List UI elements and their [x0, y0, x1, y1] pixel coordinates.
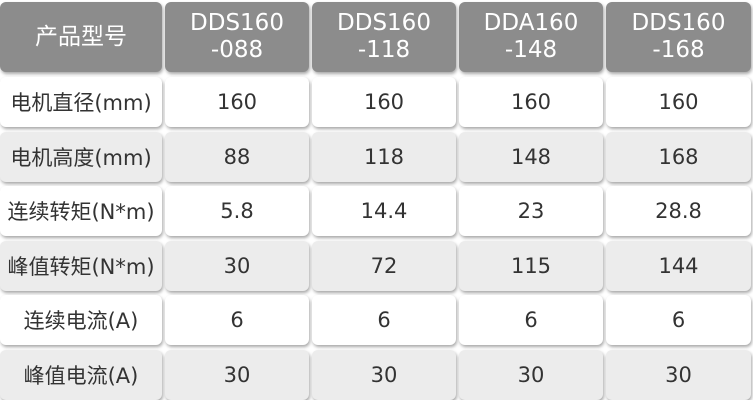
header-text: -088 [210, 37, 264, 63]
header-text: DDS160 [337, 10, 431, 36]
cell-value: 88 [223, 144, 251, 169]
header-text: 产品型号 [35, 23, 127, 50]
row-label-cell: 峰值转矩(N*m) [0, 240, 162, 291]
cell-value: 144 [658, 253, 699, 278]
cell-value: 5.8 [220, 199, 254, 223]
cell-value: 30 [665, 362, 692, 387]
value-cell: 168 [606, 131, 751, 182]
value-cell: 30 [312, 349, 456, 400]
value-cell: 28.8 [606, 186, 751, 236]
header-cell: DDS160 -088 [165, 2, 309, 72]
value-cell: 30 [459, 349, 603, 400]
header-text: DDA160 [483, 10, 579, 36]
cell-value: 30 [223, 362, 251, 387]
value-cell: 14.4 [312, 186, 456, 236]
header-cell: 产品型号 [0, 2, 162, 72]
row-label: 连续转矩(N*m) [7, 200, 155, 224]
value-cell: 23 [459, 186, 603, 236]
cell-value: 30 [517, 362, 545, 387]
cell-value: 6 [524, 308, 538, 332]
value-cell: 160 [312, 77, 456, 127]
row-label: 电机直径(mm) [10, 91, 152, 115]
header-text: DDS160 [190, 10, 284, 36]
header-cell: DDA160 -148 [459, 2, 603, 72]
value-cell: 30 [165, 240, 309, 291]
cell-value: 6 [671, 308, 686, 332]
row-label-cell: 峰值电流(A) [0, 349, 162, 400]
row-label: 峰值电流(A) [23, 363, 139, 388]
header-text: -148 [504, 37, 558, 63]
value-cell: 6 [165, 295, 309, 345]
value-cell: 30 [165, 349, 309, 400]
value-cell: 160 [459, 77, 603, 127]
cell-value: 168 [658, 144, 699, 169]
cell-value: 6 [230, 308, 244, 332]
cell-value: 160 [216, 90, 258, 114]
value-cell: 115 [459, 240, 603, 291]
row-label-cell: 电机高度(mm) [0, 131, 162, 182]
header-text: DDS160 [631, 10, 726, 36]
value-cell: 118 [312, 131, 456, 182]
header-cell: DDS160 -168 [606, 2, 751, 72]
row-label-cell: 连续转矩(N*m) [0, 186, 162, 236]
header-cell: DDS160 -118 [312, 2, 456, 72]
cell-value: 28.8 [655, 199, 702, 223]
cell-value: 30 [223, 253, 251, 278]
cell-value: 148 [510, 144, 552, 169]
value-cell: 6 [606, 295, 751, 345]
cell-value: 6 [377, 308, 391, 332]
cell-value: 160 [658, 90, 699, 114]
value-cell: 144 [606, 240, 751, 291]
row-label: 连续电流(A) [23, 309, 139, 333]
row-label-cell: 连续电流(A) [0, 295, 162, 345]
row-label: 电机高度(mm) [10, 145, 152, 170]
cell-value: 72 [370, 253, 398, 278]
cell-value: 14.4 [360, 199, 408, 223]
value-cell: 88 [165, 131, 309, 182]
value-cell: 6 [459, 295, 603, 345]
value-cell: 148 [459, 131, 603, 182]
row-label: 峰值转矩(N*m) [7, 254, 155, 279]
value-cell: 5.8 [165, 186, 309, 236]
cell-value: 30 [370, 362, 398, 387]
cell-value: 118 [363, 144, 405, 169]
cell-value: 115 [510, 253, 552, 278]
row-label-cell: 电机直径(mm) [0, 77, 162, 127]
value-cell: 72 [312, 240, 456, 291]
cell-value: 160 [363, 90, 405, 114]
cell-value: 160 [510, 90, 552, 114]
value-cell: 6 [312, 295, 456, 345]
value-cell: 160 [606, 77, 751, 127]
header-text: -168 [652, 37, 705, 63]
value-cell: 160 [165, 77, 309, 127]
cell-value: 23 [517, 199, 545, 223]
header-text: -118 [357, 37, 411, 63]
value-cell: 30 [606, 349, 751, 400]
